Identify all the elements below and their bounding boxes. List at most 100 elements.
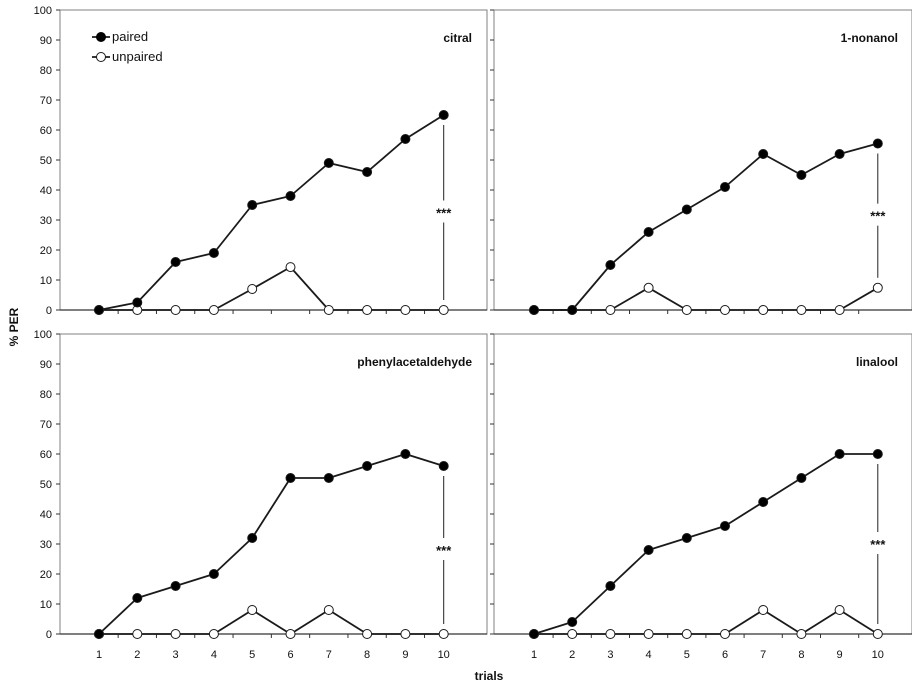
y-tick-label: 30 (40, 539, 52, 551)
data-point-unpaired (758, 305, 769, 315)
series-line-unpaired (534, 609, 879, 635)
data-point-paired (872, 449, 883, 459)
data-point-paired (247, 533, 258, 543)
panel-frame (59, 333, 488, 635)
panel-3: 0 10 20 30 40 50 60 70 80 90 100 1 2 3 4 5 6 7 8 9 10 phenyla… (34, 329, 488, 661)
data-point-paired (681, 204, 692, 215)
x-tick-label: 8 (364, 649, 370, 661)
data-point-unpaired (170, 305, 181, 315)
data-point-paired (605, 260, 616, 270)
data-point-paired (720, 182, 730, 192)
data-point-unpaired (796, 305, 807, 315)
data-point-paired (94, 305, 104, 315)
data-point-paired (132, 297, 143, 308)
x-tick-label: 5 (684, 649, 690, 661)
data-point-paired (834, 149, 845, 159)
significance-label: *** (436, 206, 452, 221)
x-tick-label: 4 (646, 649, 652, 661)
data-point-unpaired (208, 629, 219, 639)
data-point-paired (529, 629, 539, 639)
data-point-paired (247, 200, 258, 210)
data-point-unpaired (132, 629, 143, 639)
data-point-paired (605, 581, 616, 591)
x-tick-label: 2 (569, 649, 575, 661)
data-point-paired (208, 248, 219, 258)
x-tick-label: 5 (249, 649, 255, 661)
data-point-unpaired (758, 605, 769, 615)
x-tick-label: 9 (837, 649, 843, 661)
y-tick-label: 70 (40, 95, 52, 107)
data-point-paired (132, 593, 143, 603)
data-point-unpaired (834, 605, 845, 615)
data-point-paired (285, 473, 296, 483)
data-point-paired (872, 138, 883, 149)
data-point-paired (285, 191, 296, 201)
panel-2: 1-nonanol *** (490, 9, 912, 315)
data-point-paired (170, 257, 181, 267)
panel-frame (493, 9, 912, 311)
x-tick-label: 7 (760, 649, 766, 661)
y-tick-label: 0 (46, 629, 52, 641)
x-tick-label: 1 (96, 649, 102, 661)
data-point-paired (362, 167, 373, 177)
legend-paired-marker (96, 32, 106, 42)
panel-4: 1 2 3 4 5 6 7 8 9 10 linalool *** (490, 333, 912, 661)
y-tick-label: 40 (40, 509, 52, 521)
data-point-paired (758, 149, 769, 159)
y-tick-label: 70 (40, 419, 52, 431)
data-point-unpaired (247, 284, 258, 294)
data-point-unpaired (400, 629, 411, 639)
data-point-paired (529, 305, 539, 315)
series-line-unpaired (534, 286, 879, 311)
x-tick-label: 10 (872, 649, 884, 661)
data-point-paired (323, 158, 334, 168)
data-point-paired (170, 581, 181, 591)
y-tick-label: 90 (40, 35, 52, 47)
data-point-paired (438, 110, 449, 120)
data-point-unpaired (362, 629, 373, 639)
legend-paired-label: paired (112, 29, 148, 44)
y-tick-label: 20 (40, 245, 52, 257)
data-point-unpaired (323, 605, 334, 615)
data-point-unpaired (567, 629, 578, 639)
data-point-paired (681, 533, 692, 543)
x-tick-label: 6 (287, 649, 293, 661)
y-tick-label: 10 (40, 275, 52, 287)
x-tick-label: 3 (607, 649, 613, 661)
panel-title: linalool (856, 355, 898, 369)
panel-title: phenylacetaldehyde (357, 355, 472, 369)
data-point-unpaired (285, 629, 296, 639)
legend-unpaired-marker (96, 52, 106, 62)
panel-title: citral (443, 31, 472, 45)
data-point-paired (796, 473, 807, 483)
data-point-paired (94, 629, 104, 639)
data-point-unpaired (400, 305, 411, 315)
significance-label: *** (436, 543, 452, 558)
panel-title: 1-nonanol (841, 31, 898, 45)
x-tick-label: 6 (722, 649, 728, 661)
y-tick-label: 60 (40, 449, 52, 461)
data-point-unpaired (681, 305, 692, 315)
y-axis-title: % PER (7, 307, 21, 346)
data-point-unpaired (834, 305, 845, 315)
data-point-paired (834, 449, 845, 459)
y-tick-label: 50 (40, 155, 52, 167)
data-point-paired (643, 545, 654, 555)
data-point-paired (796, 170, 807, 180)
legend-unpaired-label: unpaired (112, 49, 163, 64)
panels: 0102030405060708090100citral***1-nonanol… (34, 5, 912, 661)
x-tick-label: 4 (211, 649, 217, 661)
data-point-paired (567, 305, 578, 315)
y-tick-label: 30 (40, 215, 52, 227)
data-point-paired (438, 461, 449, 471)
data-point-unpaired (720, 305, 730, 315)
x-tick-label: 7 (326, 649, 332, 661)
data-point-unpaired (796, 629, 807, 639)
series-line-paired (533, 453, 878, 635)
data-point-unpaired (247, 605, 258, 615)
data-point-unpaired (872, 282, 883, 293)
x-tick-label: 10 (438, 649, 450, 661)
data-point-unpaired (681, 629, 692, 639)
data-point-unpaired (605, 305, 616, 315)
data-point-unpaired (208, 305, 219, 315)
